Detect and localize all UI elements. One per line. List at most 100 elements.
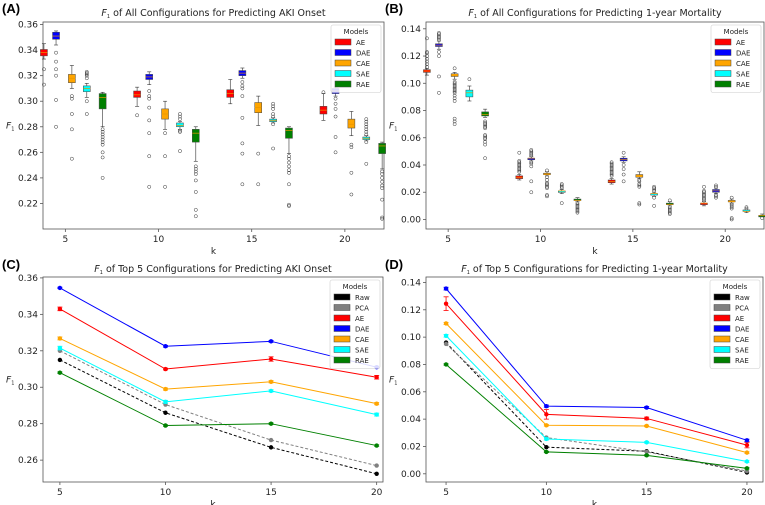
data-point [544,436,549,442]
box-ae-k20 [700,184,708,207]
flier-point [545,183,549,188]
data-point [57,345,63,351]
flier-point [714,195,718,200]
x-tick-label: 5 [62,235,68,245]
flier-point [193,190,198,194]
box-dae-k15 [619,150,628,184]
legend-swatch-dae [334,49,352,56]
panel-c: (C) F1 of Top 5 Configurations for Predic… [2,257,384,505]
flier-point [100,137,105,142]
plot-frame [42,276,384,483]
box-iqr [378,143,386,154]
x-tick-label: 20 [371,488,383,498]
y-tick-label: 0.06 [401,388,421,398]
flier-point [609,168,614,173]
box-iqr [285,127,293,139]
y-tick-label: 0.04 [401,415,421,425]
flier-point [483,126,487,131]
box-rae-k20 [378,141,386,221]
flier-point [380,179,384,184]
y-axis-label: F1 [6,376,14,387]
x-tick-label: 15 [641,488,652,498]
flier-point [425,62,429,67]
flier-point [287,160,291,165]
legend-title: Models [344,28,369,36]
data-point [57,357,63,363]
flier-point [667,208,672,212]
flier-point [714,183,718,188]
box-sae-k5 [83,69,91,116]
flier-point [333,96,338,101]
flier-point [702,190,706,195]
y-tick-label: 0.02 [401,442,421,452]
flier-point [452,93,457,98]
flier-point [729,217,734,222]
flier-point [483,122,487,126]
flier-point [702,191,706,196]
legend-swatch-raw [333,293,351,301]
x-axis-label: k [592,247,598,257]
flier-point [529,179,534,184]
flier-point [667,209,672,214]
y-tick-label: 0.32 [18,347,38,357]
flier-point [287,164,291,169]
series-line [445,343,748,472]
data-point [163,344,168,349]
data-point [443,362,449,367]
series-raw [57,357,379,476]
box-iqr [465,89,474,98]
flier-point [178,130,182,134]
flier-point [100,140,105,144]
box-ae-k15 [226,79,235,105]
flier-point [637,202,642,207]
flier-point [621,179,626,184]
y-tick-label: 0.34 [18,46,38,56]
flier-point [452,99,457,103]
box-iqr [133,90,141,98]
legend-label-ae: AE [355,315,364,323]
data-point [163,399,168,405]
flier-point [54,50,58,55]
legend-label-sae: SAE [355,347,369,355]
flier-point [559,184,564,189]
series-line [59,287,377,368]
flier-point [42,67,46,72]
legend: Models Raw PCA AE DAE CAE SAE RAE [329,279,381,369]
flier-point [517,161,522,166]
flier-point [437,90,441,95]
box-rae-k5 [481,108,489,161]
flier-point [529,149,534,154]
data-point [644,405,649,410]
data-point [163,386,168,392]
flier-point [240,115,245,120]
box-rae-k15 [285,126,293,208]
flier-point [559,182,564,186]
y-tick-label: 0.00 [401,215,421,225]
box-cae-k15 [635,171,644,207]
x-tick-label: 10 [535,235,547,245]
flier-point [364,124,369,129]
legend-label-ae: AE [356,39,365,47]
flier-point [287,204,291,208]
flier-point [135,113,139,118]
data-point [268,421,274,426]
flier-point [84,71,89,75]
flier-point [240,86,245,91]
legend-swatch-ae [333,314,351,322]
box-dae-k15 [238,67,247,187]
flier-point [452,82,457,87]
flier-point [147,96,152,101]
flier-point [452,85,457,90]
y-tick-label: 0.36 [18,274,38,284]
flier-point [452,90,457,95]
flier-point [529,190,534,195]
panel-label: (B) [385,1,403,16]
flier-point [529,152,534,156]
flier-point [349,145,354,150]
x-tick-label: 5 [57,488,63,498]
data-point [544,423,549,428]
data-point [268,339,274,344]
flier-point [609,161,614,166]
flier-point [84,69,89,74]
flier-point [667,210,672,215]
